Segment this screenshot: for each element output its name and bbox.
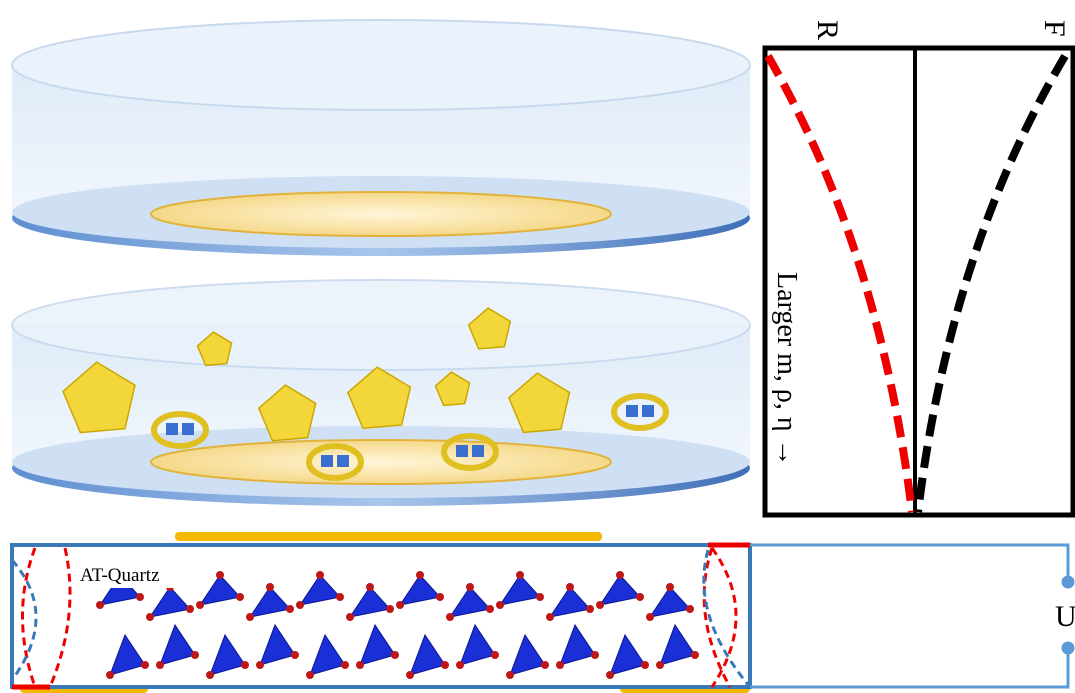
cluster-core — [642, 405, 654, 417]
oxygen-atom — [106, 671, 114, 679]
oxygen-atom — [236, 593, 244, 601]
oxygen-atom — [646, 613, 654, 621]
oxygen-atom — [341, 661, 349, 669]
oxygen-atom — [596, 601, 604, 609]
oxygen-atom — [266, 583, 274, 591]
oxygen-atom — [396, 601, 404, 609]
oxygen-atom — [636, 593, 644, 601]
voltage-label: U — [1055, 600, 1075, 633]
crystal-label: AT-Quartz — [80, 565, 160, 586]
oxygen-atom — [456, 661, 464, 669]
oxygen-atom — [241, 661, 249, 669]
circuit — [750, 545, 1073, 687]
oxygen-atom — [136, 593, 144, 601]
oxygen-atom — [336, 593, 344, 601]
oxygen-atom — [656, 661, 664, 669]
oxygen-atom — [666, 583, 674, 591]
dish-bottom — [12, 280, 750, 506]
cluster-core — [321, 455, 333, 467]
oxygen-atom — [141, 661, 149, 669]
oxygen-atom — [146, 613, 154, 621]
oxygen-atom — [556, 661, 564, 669]
oxygen-atom — [216, 571, 224, 579]
oxygen-atom — [541, 661, 549, 669]
oxygen-atom — [491, 651, 499, 659]
oxygen-atom — [516, 571, 524, 579]
oxygen-atom — [256, 661, 264, 669]
oxygen-atom — [446, 613, 454, 621]
quartz-resonator: AT-Quartz — [12, 532, 750, 693]
label-r: R — [811, 20, 844, 40]
oxygen-atom — [586, 605, 594, 613]
cluster-core — [456, 445, 468, 457]
oxygen-atom — [391, 651, 399, 659]
dish-top — [12, 20, 750, 256]
oxygen-atom — [441, 661, 449, 669]
oxygen-atom — [686, 605, 694, 613]
oxygen-atom — [366, 583, 374, 591]
graph: R F Larger m, ρ, η → — [765, 20, 1073, 515]
oxygen-atom — [496, 601, 504, 609]
oxygen-atom — [691, 651, 699, 659]
oxygen-atom — [286, 605, 294, 613]
oxygen-atom — [416, 571, 424, 579]
oxygen-atom — [506, 671, 514, 679]
oxygen-atom — [346, 613, 354, 621]
oxygen-atom — [296, 601, 304, 609]
oxygen-atom — [316, 571, 324, 579]
oxygen-atom — [566, 583, 574, 591]
oxygen-atom — [191, 651, 199, 659]
oxygen-atom — [436, 593, 444, 601]
oxygen-atom — [616, 571, 624, 579]
oxygen-atom — [206, 671, 214, 679]
oxygen-atom — [356, 661, 364, 669]
oxygen-atom — [246, 613, 254, 621]
oxygen-atom — [606, 671, 614, 679]
oxygen-atom — [546, 613, 554, 621]
cluster-core — [337, 455, 349, 467]
label-f: F — [1038, 20, 1071, 37]
oxygen-atom — [96, 601, 104, 609]
oxygen-atom — [306, 671, 314, 679]
cluster-core — [626, 405, 638, 417]
oxygen-atom — [591, 651, 599, 659]
oxygen-atom — [641, 661, 649, 669]
oxygen-atom — [386, 605, 394, 613]
oxygen-atom — [466, 583, 474, 591]
oxygen-atom — [406, 671, 414, 679]
oxygen-atom — [196, 601, 204, 609]
cluster-core — [472, 445, 484, 457]
diagram: R F Larger m, ρ, η → AT-Quartz U — [0, 0, 1075, 693]
axis-label: Larger m, ρ, η → — [771, 272, 802, 467]
oxygen-atom — [536, 593, 544, 601]
oxygen-atom — [291, 651, 299, 659]
cluster-core — [166, 423, 178, 435]
cluster-core — [182, 423, 194, 435]
oxygen-atom — [186, 605, 194, 613]
oxygen-atom — [156, 661, 164, 669]
oxygen-atom — [486, 605, 494, 613]
